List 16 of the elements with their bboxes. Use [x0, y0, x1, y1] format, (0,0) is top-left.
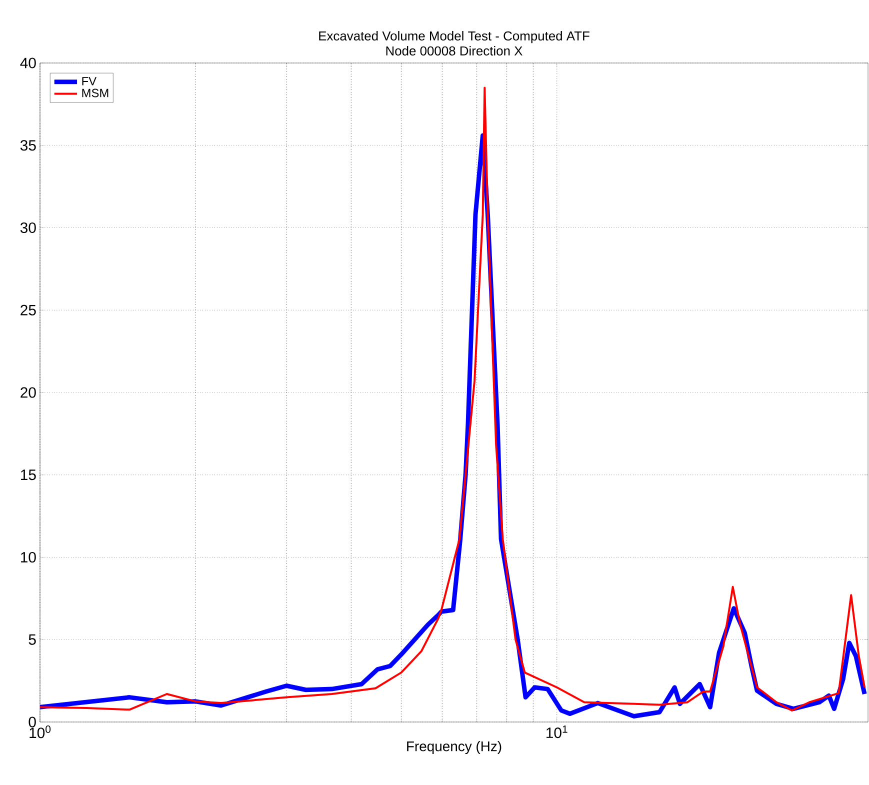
- y-tick-label: 30: [20, 222, 36, 234]
- legend-label: MSM: [82, 88, 108, 98]
- x-axis-title: Frequency (Hz): [407, 741, 502, 754]
- y-tick-label: 20: [20, 387, 36, 398]
- x-tick-label: 10$^{0}$: [30, 726, 51, 738]
- y-tick-label: 35: [20, 140, 36, 151]
- y-tick-label: 10: [21, 552, 36, 563]
- y-tick-label: 15: [21, 470, 36, 480]
- chart-title: Excavated Volume Model Test - Computed ATF: [319, 31, 590, 44]
- y-tick-label: 0: [28, 716, 36, 728]
- y-tick-label: 25: [20, 304, 36, 316]
- y-tick-label: 40: [20, 58, 36, 68]
- y-tick-label: 5: [28, 634, 36, 645]
- legend-label: FV: [82, 77, 97, 86]
- chart-subtitle: Node 00008 Direction X: [386, 46, 522, 56]
- x-tick-label: 10$^{1}$: [546, 726, 568, 738]
